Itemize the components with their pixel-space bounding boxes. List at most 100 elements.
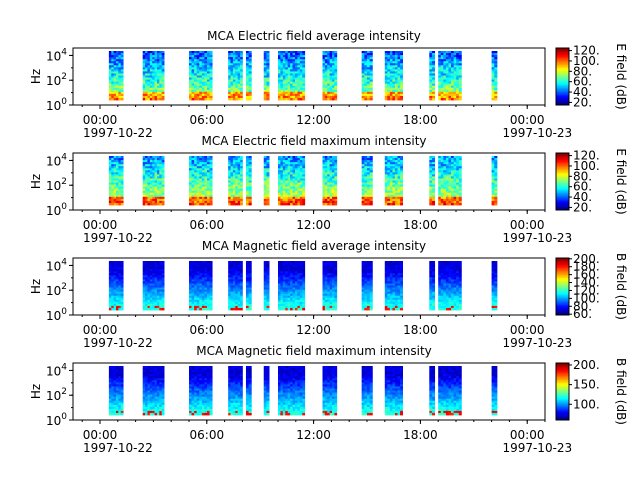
heatmap-cell [196,61,200,64]
heatmap-cell [458,168,462,171]
heatmap-cell [156,279,160,282]
heatmap-cell [111,51,115,54]
heatmap-cell [199,305,203,309]
heatmap-cell [282,265,286,268]
heatmap-cell [334,53,338,56]
heatmap-cell [361,170,365,173]
heatmap-cell [384,182,388,185]
heatmap-cell [237,273,241,276]
heatmap-cell [451,77,455,80]
heatmap-cell [494,97,498,101]
heatmap-cell [228,160,231,163]
heatmap-cell [120,67,124,70]
heatmap-cell [278,65,281,68]
heatmap-cell [199,178,203,181]
heatmap-cell [297,307,301,311]
heatmap-cell [280,261,284,264]
heatmap-cell [118,160,122,163]
heatmap-cell [116,192,119,196]
heatmap-cell [209,277,213,280]
heatmap-cell [282,281,286,284]
heatmap-cell [327,73,331,76]
heatmap-cell [194,67,198,70]
heatmap-cell [429,75,433,78]
heatmap-cell [361,93,365,97]
heatmap-cell [113,182,117,185]
heatmap-cell [116,77,119,80]
heatmap-cell [207,71,210,74]
heatmap-cell [147,160,151,163]
heatmap-cell [285,172,289,175]
heatmap-cell [228,73,231,76]
heatmap-cell [282,65,286,68]
heatmap-cell [199,283,203,286]
heatmap-cell [494,184,498,188]
heatmap-cell [237,277,241,280]
heatmap-cell [149,83,153,87]
heatmap-cell [400,95,403,99]
heatmap-cell [280,287,284,290]
heatmap-cell [331,164,335,167]
heatmap-cell [145,188,148,192]
heatmap-cell [248,303,252,307]
heatmap-cell [199,275,203,278]
heatmap-cell [161,283,165,286]
heatmap-cell [294,188,298,192]
heatmap-cell [327,91,331,95]
heatmap-cell [285,303,289,307]
heatmap-cell [111,95,115,99]
heatmap-cell [201,174,205,177]
heatmap-cell [149,269,153,272]
heatmap-cell [113,281,117,284]
heatmap-cell [207,299,210,303]
heatmap-cell [161,307,165,311]
colorbar-step [556,168,569,171]
heatmap-cell [278,307,281,311]
heatmap-cell [287,79,291,83]
heatmap-cell [324,188,328,192]
heatmap-cell [324,202,328,206]
heatmap-cell [159,85,163,89]
heatmap-cell [448,162,452,165]
heatmap-cell [285,168,289,171]
heatmap-cell [327,57,331,60]
heatmap-cell [191,69,195,72]
heatmap-cell [248,95,252,99]
heatmap-cell [302,305,306,309]
heatmap-cell [299,79,303,83]
heatmap-cell [364,67,368,70]
heatmap-cell [322,178,326,181]
heatmap-cell [294,200,298,204]
heatmap-cell [287,85,291,89]
heatmap-cell [149,166,153,169]
heatmap-cell [369,63,373,66]
heatmap-cell [149,265,153,268]
heatmap-cell [237,289,241,293]
heatmap-cell [302,200,306,204]
heatmap-cell [237,156,241,159]
heatmap-cell [152,162,155,165]
heatmap-cell [445,170,449,173]
colorbar-step [556,57,569,60]
heatmap-cell [387,184,391,188]
heatmap-cell [232,307,236,311]
heatmap-cell [387,77,391,80]
heatmap-cell [282,172,286,175]
heatmap-cell [240,178,243,181]
heatmap-cell [438,168,442,171]
heatmap-cell [201,81,205,85]
heatmap-cell [290,291,293,295]
heatmap-cell [431,87,436,91]
heatmap-cell [440,87,444,91]
heatmap-cell [159,198,163,202]
heatmap-cell [235,295,239,299]
heatmap-cell [387,61,391,64]
heatmap-cell [334,85,338,89]
heatmap-cell [237,303,241,307]
heatmap-cell [145,289,148,293]
heatmap-cell [191,89,195,93]
heatmap-cell [299,287,303,290]
heatmap-cell [245,273,250,276]
heatmap-cell [494,77,498,80]
heatmap-cell [147,307,151,311]
